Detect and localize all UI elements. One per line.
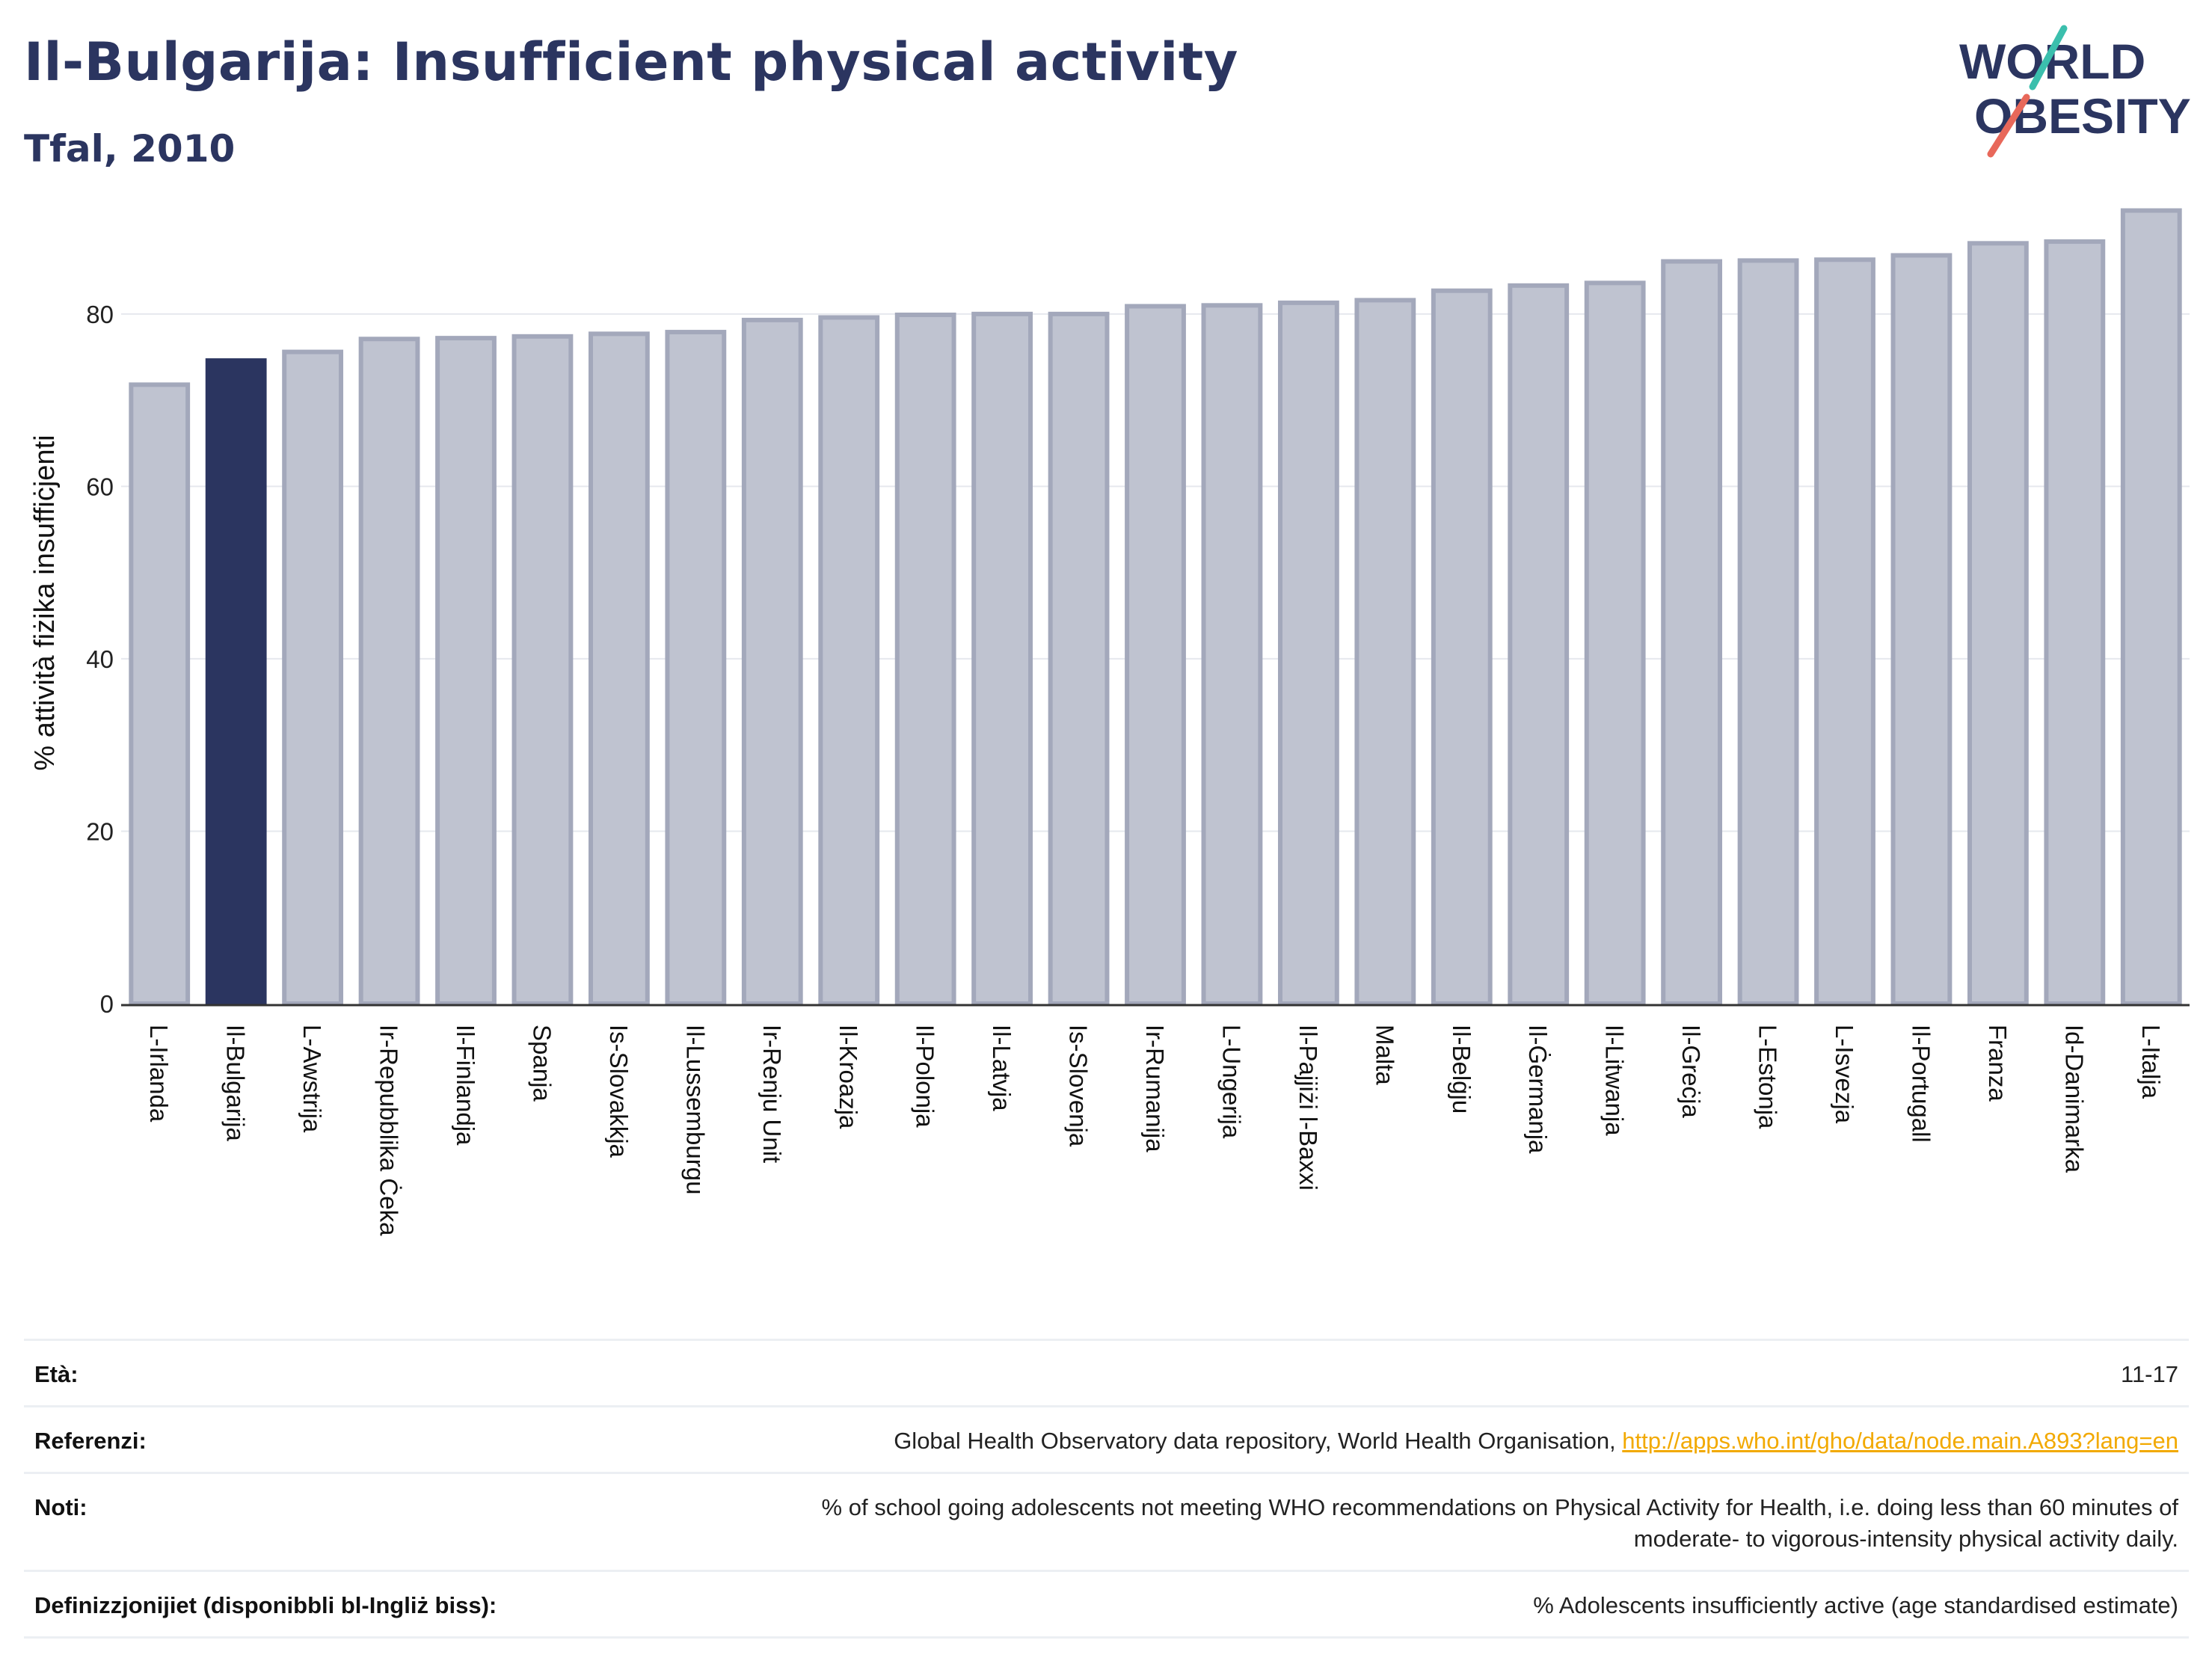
page-subtitle: Tfal, 2010 (24, 127, 236, 171)
y-tick-label: 0 (100, 990, 114, 1018)
x-tick-label: Is-Slovenja (1065, 1025, 1093, 1147)
page-title: Il-Bulgarija: Insufficient physical acti… (24, 31, 1238, 93)
bar-7[interactable] (665, 330, 727, 1006)
x-tick-label: Il-Bulgarija (222, 1025, 250, 1142)
bar-0[interactable] (129, 382, 191, 1006)
bar-chart: 0 20 40 60 80 L-Irlanda Il-Bulgarija L-Awstrij… (29, 208, 2190, 1236)
references-text: Global Health Observatory data repositor… (894, 1428, 1623, 1454)
metadata-table: Età: 11-17 Referenzi: Global Health Obse… (24, 1339, 2189, 1639)
bar-12[interactable] (1048, 311, 1110, 1006)
bar-14[interactable] (1201, 303, 1263, 1006)
x-tick-label: L-Ungerija (1217, 1025, 1245, 1139)
x-axis-labels: L-Irlanda Il-Bulgarija L-Awstrija Ir-Repubb… (145, 1025, 2165, 1236)
x-tick-label: Il-Portugall (1907, 1025, 1935, 1143)
x-tick-label: L-Estonja (1754, 1025, 1782, 1129)
x-tick-label: Il-Kroazja (835, 1025, 862, 1129)
bar-8[interactable] (741, 317, 803, 1006)
x-tick-label: Il-Polonja (912, 1025, 939, 1128)
x-tick-label: Spanja (528, 1025, 556, 1102)
x-tick-label: Is-Slovakkja (605, 1025, 633, 1158)
x-tick-label: Il-Belġju (1448, 1025, 1475, 1114)
x-tick-label: Ir-Rumanija (1141, 1025, 1169, 1152)
x-tick-label: Il-Pajjiżi l-Baxxi (1294, 1025, 1322, 1191)
logo-slash-bottom (1987, 93, 2030, 158)
x-tick-label: Il-Greċja (1677, 1025, 1705, 1118)
y-tick-label: 60 (86, 473, 114, 500)
bar-23[interactable] (1890, 253, 1953, 1006)
y-tick-label: 20 (86, 817, 114, 845)
meta-row-notes: Noti: % of school going adolescents not … (24, 1472, 2189, 1571)
bar-9[interactable] (818, 315, 880, 1006)
bar-2[interactable] (282, 349, 344, 1006)
notes-label: Noti: (24, 1472, 568, 1571)
age-label: Età: (24, 1339, 568, 1407)
bar-25[interactable] (2044, 239, 2106, 1006)
x-tick-label: Il-Lussemburgu (681, 1025, 709, 1194)
bar-17[interactable] (1431, 288, 1493, 1006)
x-tick-label: Il-Ġermanja (1524, 1025, 1552, 1154)
bar-19[interactable] (1584, 280, 1646, 1007)
x-tick-label: Id-Danimarka (2060, 1025, 2088, 1173)
bar-10[interactable] (894, 313, 956, 1006)
x-tick-label: Il-Finlandja (452, 1025, 479, 1146)
world-obesity-logo: WORLD OBESITY (1959, 25, 2191, 158)
definitions-value: % Adolescents insufficiently active (age… (568, 1570, 2189, 1639)
age-value: 11-17 (568, 1339, 2189, 1407)
x-tick-label: Ir-Repubblika Ċeka (375, 1025, 403, 1236)
definitions-label: Definizzjonijiet (disponibbli bl-Ingliż … (24, 1570, 568, 1639)
y-tick-label: 80 (86, 301, 114, 328)
bars (129, 208, 2182, 1007)
bar-24[interactable] (1967, 241, 2029, 1006)
logo-line2: OBESITY (1974, 88, 2191, 144)
bar-21[interactable] (1737, 258, 1799, 1006)
y-axis-title: % attività fiżika insuffiċjenti (29, 435, 61, 770)
bar-22[interactable] (1814, 257, 1875, 1006)
bar-20[interactable] (1661, 259, 1723, 1007)
x-tick-label: Franza (1984, 1025, 2012, 1102)
meta-row-references: Referenzi: Global Health Observatory dat… (24, 1405, 2189, 1473)
bar-16[interactable] (1354, 298, 1416, 1007)
notes-value: % of school going adolescents not meetin… (568, 1472, 2189, 1571)
x-tick-label: L-Awstrija (298, 1025, 326, 1133)
notes-line1: % of school going adolescents not meetin… (821, 1494, 2178, 1520)
x-tick-label: L-Irlanda (145, 1025, 173, 1123)
bar-15[interactable] (1277, 300, 1339, 1006)
bar-3[interactable] (358, 337, 420, 1006)
bar-6[interactable] (588, 331, 650, 1007)
x-tick-label: L-Isvezja (1831, 1025, 1858, 1124)
references-label: Referenzi: (24, 1405, 568, 1473)
y-axis-ticks: 0 20 40 60 80 (86, 301, 114, 1018)
bar-4[interactable] (435, 336, 497, 1006)
references-value: Global Health Observatory data repositor… (568, 1405, 2189, 1473)
bar-26[interactable] (2120, 208, 2182, 1007)
logo-slash-top (2029, 25, 2068, 90)
meta-row-definitions: Definizzjonijiet (disponibbli bl-Ingliż … (24, 1570, 2189, 1639)
x-tick-label: Il-Litwanja (1601, 1025, 1629, 1136)
x-tick-label: Ir-Renju Unit (758, 1025, 786, 1163)
x-tick-label: Il-Latvja (988, 1025, 1016, 1111)
bar-18[interactable] (1508, 283, 1570, 1007)
bar-11[interactable] (971, 311, 1033, 1006)
bar-5[interactable] (511, 334, 574, 1007)
bar-13[interactable] (1125, 304, 1186, 1006)
bar-1[interactable] (205, 358, 267, 1007)
x-tick-label: L-Italja (2137, 1025, 2165, 1099)
y-tick-label: 40 (86, 645, 114, 673)
x-tick-label: Malta (1371, 1025, 1398, 1085)
meta-row-age: Età: 11-17 (24, 1339, 2189, 1407)
notes-line2: moderate- to vigorous-intensity physical… (1633, 1526, 2178, 1552)
references-link[interactable]: http://apps.who.int/gho/data/node.main.A… (1622, 1428, 2178, 1454)
